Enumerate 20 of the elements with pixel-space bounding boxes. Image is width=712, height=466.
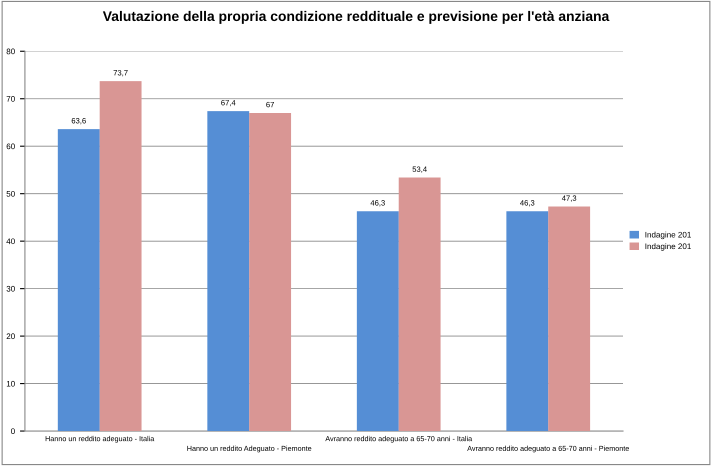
y-tick-label: 30 (6, 286, 15, 292)
y-tick-label: 0 (11, 428, 15, 434)
y-tick-label: 50 (6, 190, 15, 197)
bar (249, 112, 292, 432)
y-tick-label: 60 (6, 144, 15, 150)
bar (58, 129, 100, 432)
bar (100, 81, 142, 432)
bar (398, 178, 441, 432)
y-tick-label: 80 (6, 48, 15, 54)
bar (548, 206, 590, 432)
bar (356, 211, 399, 432)
bar (207, 111, 250, 432)
bar (506, 211, 548, 432)
y-tick-label: 40 (6, 238, 15, 244)
y-tick-label: 70 (6, 96, 15, 102)
legend-label: Indagine 201 (645, 232, 691, 240)
y-tick-label: 10 (6, 380, 15, 387)
chart-title: Valutazione della propria condizione reddituale e previsione per l'età anziana (102, 10, 610, 24)
legend-label: Indagine 201 (645, 243, 691, 251)
y-tick-label: 20 (6, 333, 15, 340)
